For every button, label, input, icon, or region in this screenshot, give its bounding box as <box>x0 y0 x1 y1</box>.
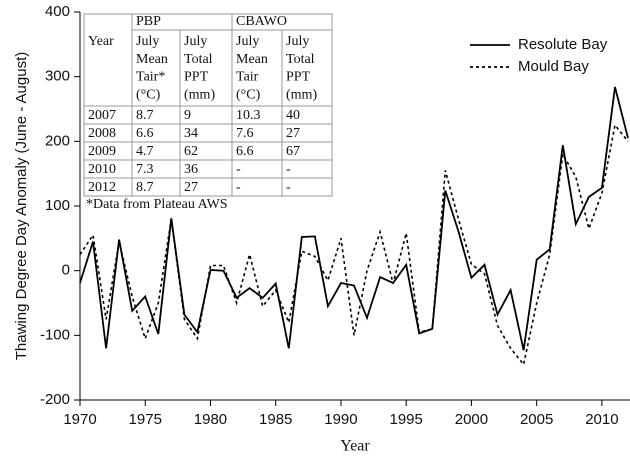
x-tick-label: 2010 <box>585 411 618 428</box>
table-cell: 34 <box>184 126 198 141</box>
table-cell: 4.7 <box>136 144 154 159</box>
table-header: (mm) <box>184 87 215 102</box>
table-cell: 36 <box>184 162 198 177</box>
table-cell: 62 <box>184 144 198 159</box>
table-cell: 67 <box>286 144 300 159</box>
table-header: July <box>184 34 207 49</box>
y-tick-label: 400 <box>45 3 70 20</box>
table-cell: - <box>236 162 241 177</box>
table-cell: 2012 <box>88 180 116 195</box>
table-frame <box>83 13 333 197</box>
table-cell: 27 <box>184 180 198 195</box>
table-header: (mm) <box>286 87 317 102</box>
table-header: Total <box>286 52 315 67</box>
table-cell: 2009 <box>88 144 116 159</box>
table-cell: 8.7 <box>136 108 154 123</box>
table-cell: 8.7 <box>136 180 154 195</box>
table-header: (°C) <box>136 87 161 102</box>
table-header: Total <box>184 52 213 67</box>
table-cell: 6.6 <box>236 144 254 159</box>
table-cell: 6.6 <box>136 126 154 141</box>
table-cell: - <box>286 162 291 177</box>
x-tick-label: 1975 <box>129 411 162 428</box>
series-line <box>79 123 629 367</box>
table-header: PPT <box>184 70 209 85</box>
table-header: (°C) <box>236 87 261 102</box>
y-tick-label: 0 <box>62 262 70 279</box>
table-cell: 2010 <box>88 162 116 177</box>
table-group: CBAWO <box>236 14 287 29</box>
table-cell: 40 <box>286 108 300 123</box>
table-header: July <box>136 34 159 49</box>
table-cell: 10.3 <box>236 108 261 123</box>
x-tick-label: 1990 <box>324 411 357 428</box>
table-header: Tair <box>236 70 259 85</box>
x-tick-label: 1970 <box>63 411 96 428</box>
legend-label: Resolute Bay <box>518 36 608 53</box>
table-header: Tair* <box>136 70 165 85</box>
y-tick-label: 300 <box>45 68 70 85</box>
table-cell: 7.3 <box>136 162 154 177</box>
table-header: July <box>286 34 309 49</box>
table-header: Mean <box>236 52 268 67</box>
y-tick-label: 100 <box>45 197 70 214</box>
x-tick-label: 1985 <box>259 411 292 428</box>
table-header: Mean <box>136 52 168 67</box>
table-cell: 7.6 <box>236 126 254 141</box>
y-tick-label: 200 <box>45 132 70 149</box>
y-axis-label: Thawing Degree Day Anomaly (June - Augus… <box>13 52 30 361</box>
table-header: PPT <box>286 70 311 85</box>
table-cell: 2008 <box>88 126 116 141</box>
x-axis-label: Year <box>340 438 370 455</box>
table-cell: 2007 <box>88 108 116 123</box>
table-cell: 9 <box>184 108 191 123</box>
x-tick-label: 2005 <box>520 411 553 428</box>
x-tick-label: 1980 <box>194 411 227 428</box>
table-group: PBP <box>136 14 161 29</box>
x-tick-label: 2000 <box>455 411 488 428</box>
series-line <box>79 86 629 351</box>
y-tick-label: -100 <box>40 326 70 343</box>
legend-label: Mould Bay <box>518 58 589 75</box>
table-cell: - <box>286 180 291 195</box>
table-cell: 27 <box>286 126 300 141</box>
x-tick-label: 1995 <box>390 411 423 428</box>
table-header: July <box>236 34 259 49</box>
table-header: Year <box>88 34 114 49</box>
table-cell: - <box>236 180 241 195</box>
y-tick-label: -200 <box>40 391 70 408</box>
table-note: *Data from Plateau AWS <box>86 197 228 212</box>
